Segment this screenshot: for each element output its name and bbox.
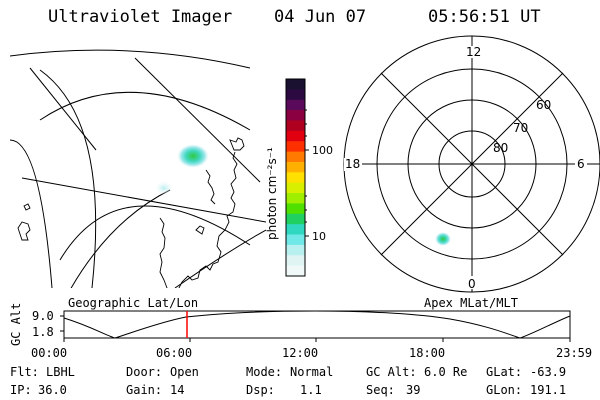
colorbar-cell (286, 110, 305, 122)
seq-value: 39 (406, 383, 421, 397)
mlt-label-dusk: 18 (345, 157, 360, 171)
altitude-track-frame (63, 310, 571, 339)
latitude-circle (59, 205, 251, 261)
seq-label: Seq: (366, 383, 395, 397)
instrument-title: Ultraviolet Imager (48, 7, 233, 27)
dsp-label: Dsp: (246, 383, 275, 397)
coastline (229, 137, 245, 151)
color-scale-bar (286, 79, 305, 277)
color-scale-ticks (305, 109, 309, 237)
colorbar-cell (286, 193, 305, 205)
colorbar-cell (286, 151, 305, 163)
colorbar-cell (286, 203, 305, 215)
ip-value: 36.0 (38, 383, 67, 397)
colorbar-unit-label: photon cm⁻²s⁻¹ (265, 147, 279, 240)
mlat-label: 60 (536, 98, 551, 112)
colorbar-cell (286, 172, 305, 184)
mlt-label-dawn: 6 (577, 157, 585, 171)
latitude-circle (70, 189, 171, 288)
colorbar-cell (286, 130, 305, 142)
colorbar-cell (286, 213, 305, 225)
colorbar-cell (286, 265, 305, 277)
longitude-line (174, 229, 266, 288)
time-tick-label: 18:00 (409, 346, 446, 360)
colorbar-cell (286, 99, 305, 111)
geographic-map-label: Geographic Lat/Lon (68, 296, 199, 310)
gain-value: 14 (170, 383, 185, 397)
longitude-line (39, 69, 97, 288)
coastline (17, 221, 31, 241)
door-label: Door: (126, 365, 163, 379)
colorbar-cell (286, 224, 305, 236)
time-tick-label: 00:00 (31, 346, 68, 360)
colorbar-cell (286, 89, 305, 101)
mode-value: Normal (290, 365, 334, 379)
mlat-label: 70 (513, 121, 528, 135)
door-value: Open (170, 365, 199, 379)
colorbar-cell (286, 182, 305, 194)
latitude-circle (10, 49, 251, 69)
mlt-label-noon: 12 (466, 45, 481, 59)
altitude-axis-title: GC Alt (9, 303, 23, 346)
color-scale-frame (285, 78, 306, 277)
latitude-circle (39, 91, 251, 131)
colorbar-cell (286, 255, 305, 267)
ip-label: IP: (10, 383, 32, 397)
coastline (23, 203, 31, 211)
glat-label: GLat: (486, 365, 523, 379)
colorbar-cell (286, 161, 305, 173)
gc-alt-value: 6.0 Re (424, 365, 468, 379)
longitude-line (21, 177, 266, 223)
geographic-map (10, 49, 266, 288)
colorbar-cell (286, 79, 305, 90)
gc-alt-label: GC Alt: (366, 365, 417, 379)
longitude-line (134, 57, 261, 183)
altitude-tick-label: 9.0 (32, 309, 54, 323)
altitude-curve (63, 310, 571, 339)
mlt-label-midnight: 0 (468, 277, 476, 291)
time-tick-label: 12:00 (282, 346, 319, 360)
colorbar-tick-label: 100 (312, 144, 333, 157)
coastline (195, 225, 205, 235)
altitude-tick-label: 1.8 (32, 325, 54, 339)
observation-date: 04 Jun 07 (274, 7, 367, 27)
glon-value: 191.1 (530, 383, 567, 397)
longitude-line (29, 67, 97, 151)
aurora-emission (177, 144, 209, 168)
colorbar-cell (286, 244, 305, 256)
coastline (205, 169, 216, 205)
filter-value: LBHL (46, 365, 75, 379)
time-tick-label: 06:00 (156, 346, 193, 360)
polar-axis-line (380, 72, 564, 256)
coastline (159, 151, 238, 288)
gain-label: Gain: (126, 383, 163, 397)
aurora-emission (435, 232, 451, 246)
polar-plot (343, 35, 600, 293)
colorbar-cell (286, 120, 305, 132)
mlat-label: 80 (493, 141, 508, 155)
dsp-value: 1.1 (300, 383, 322, 397)
colorbar-cell (286, 141, 305, 153)
longitude-line (10, 139, 53, 288)
glat-value: -63.9 (530, 365, 567, 379)
filter-label: Flt: (10, 365, 39, 379)
colorbar-tick-label: 10 (312, 230, 326, 243)
glon-label: GLon: (486, 383, 523, 397)
aurora-emission (155, 181, 173, 195)
time-tick-label: 23:59 (556, 346, 593, 360)
colorbar-cell (286, 234, 305, 246)
observation-time: 05:56:51 UT (428, 7, 541, 27)
altitude-track-plot (60, 310, 571, 342)
polar-plot-label: Apex MLat/MLT (424, 296, 518, 310)
mode-label: Mode: (246, 365, 283, 379)
